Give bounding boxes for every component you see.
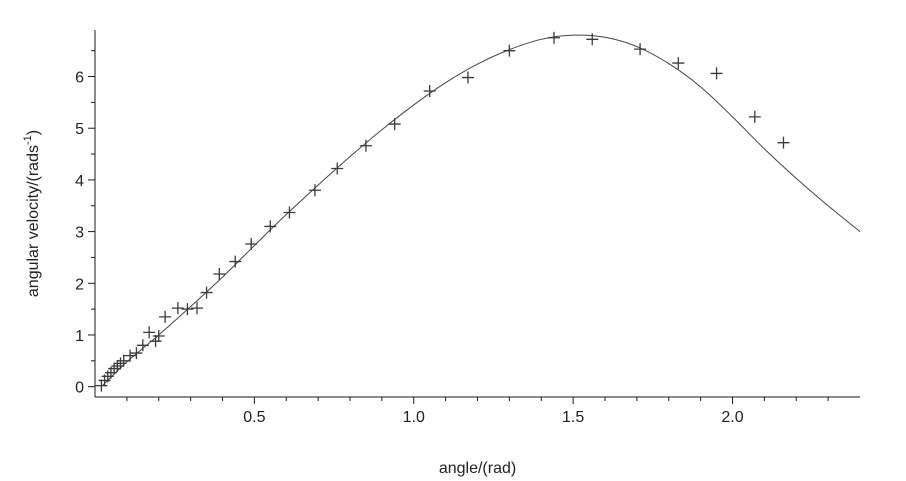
data-point [388, 118, 401, 131]
data-point [672, 57, 685, 70]
y-tick-label: 4 [75, 173, 84, 190]
y-tick-label: 2 [75, 276, 84, 293]
data-point [710, 67, 723, 80]
fit-curve [101, 34, 861, 388]
data-point [152, 330, 165, 343]
x-axis-ticks: 0.5 1.0 1.5 2.0 [126, 397, 829, 426]
data-point [503, 44, 516, 57]
data-point [748, 110, 761, 123]
data-point [359, 139, 372, 152]
y-axis-label: angular velocity/(rads-1) [22, 130, 42, 297]
data-point [149, 335, 162, 348]
y-tick-label: 3 [75, 225, 84, 242]
data-point [191, 302, 203, 315]
data-point [461, 71, 474, 84]
data-point [181, 303, 194, 316]
data-point [159, 310, 172, 323]
data-point [200, 286, 213, 299]
data-point [548, 31, 560, 44]
data-point [308, 184, 321, 197]
x-tick-label: 1.0 [403, 409, 425, 426]
y-tick-label: 1 [75, 328, 84, 345]
x-axis-label: angle/(rad) [439, 460, 516, 477]
data-point [586, 33, 599, 46]
data-point [117, 354, 130, 367]
data-point [634, 43, 647, 56]
x-tick-label: 2.0 [721, 409, 743, 426]
x-tick-label: 1.5 [562, 409, 584, 426]
data-point [171, 302, 184, 315]
data-point [264, 220, 277, 233]
x-tick-label: 0.5 [243, 409, 265, 426]
y-tick-label: 6 [75, 70, 84, 87]
data-point [130, 347, 143, 360]
data-point [95, 379, 108, 392]
data-point [108, 362, 121, 375]
data-point [143, 326, 156, 339]
data-point [283, 206, 296, 219]
plot-layer [95, 31, 861, 392]
y-axis-label-close: ) [25, 130, 42, 135]
y-tick-label: 0 [75, 380, 84, 397]
data-point [245, 237, 258, 250]
data-point [331, 162, 344, 175]
y-tick-label: 5 [75, 121, 84, 138]
data-point [136, 339, 149, 352]
data-point [213, 267, 226, 280]
data-point [111, 359, 124, 372]
y-axis-ticks: 0 1 2 3 4 5 6 [75, 50, 95, 397]
data-point [423, 84, 436, 97]
data-point [229, 255, 242, 268]
data-point [124, 349, 137, 362]
data-point [777, 136, 790, 149]
y-axis-label-main: angular velocity/(rads [25, 145, 42, 297]
y-axis-label-superscript: -1 [22, 135, 34, 145]
data-point [114, 357, 127, 370]
